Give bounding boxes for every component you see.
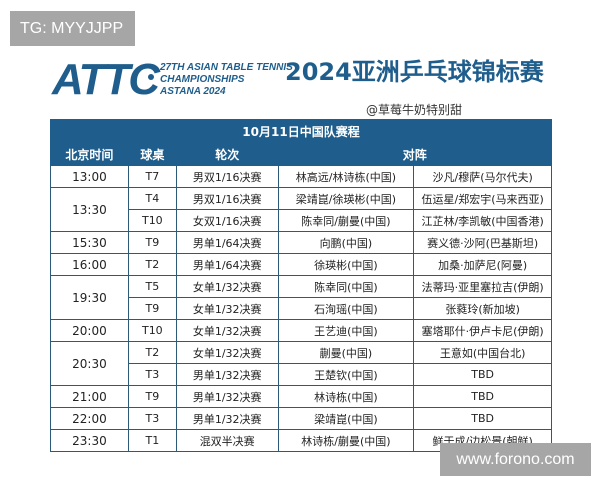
china-player-cell: 石洵瑶(中国) [277, 297, 415, 320]
subtitle-line: ASTANA 2024 [160, 86, 226, 97]
credit: @草莓牛奶特别甜 [366, 103, 463, 117]
china-player-cell: 林诗栋(中国) [277, 385, 415, 408]
table-row: 16:00 T2 男单1/64决赛 徐瑛彬(中国) 加桑·加萨尼(阿曼) [50, 253, 552, 276]
table-row: 21:00 T9 男单1/32决赛 林诗栋(中国) TBD [50, 385, 552, 408]
column-header: 对阵 [277, 142, 553, 166]
round-cell: 混双半决赛 [175, 429, 279, 452]
time-cell: 22:00 [50, 407, 129, 430]
opponent-cell: TBD [413, 385, 552, 408]
china-player-cell: 梁靖崑(中国) [277, 407, 415, 430]
china-player-cell: 林高远/林诗栋(中国) [277, 165, 415, 188]
opponent-cell: 赛义德·沙阿(巴基斯坦) [413, 231, 552, 254]
time-cell: 20:00 [50, 319, 129, 342]
china-player-cell: 王艺迪(中国) [277, 319, 415, 342]
time-cell: 19:30 [50, 275, 129, 320]
round-cell: 女单1/32决赛 [175, 275, 279, 298]
round-cell: 女单1/32决赛 [175, 319, 279, 342]
time-cell: 13:30 [50, 187, 129, 232]
table-cell: T1 [127, 429, 177, 452]
china-player-cell: 徐瑛彬(中国) [277, 253, 415, 276]
table-row: 15:30 T9 男单1/64决赛 向鹏(中国) 赛义德·沙阿(巴基斯坦) [50, 231, 552, 254]
table-cell: T7 [127, 165, 177, 188]
round-cell: 男双1/16决赛 [175, 165, 279, 188]
table-row: 13:00 T7 男双1/16决赛 林高远/林诗栋(中国) 沙凡/穆萨(马尔代夫) [50, 165, 552, 188]
opponent-cell: 张蕤玲(新加坡) [413, 297, 552, 320]
round-cell: 男单1/64决赛 [175, 253, 279, 276]
column-header: 球桌 [127, 142, 177, 166]
table-caption: 10月11日中国队赛程 [50, 119, 552, 143]
table-cell: T2 [127, 253, 177, 276]
time-cell: 20:30 [50, 341, 129, 386]
schedule-table: 10月11日中国队赛程 北京时间 球桌 轮次 对阵 13:00 T7 男双1/16决… [50, 119, 553, 452]
watermark-top-left: TG: MYYJJPP [10, 11, 135, 46]
china-player-cell: 林诗栋/蒯曼(中国) [277, 429, 415, 452]
round-cell: 女单1/32决赛 [175, 341, 279, 364]
table-cell: T10 [127, 319, 177, 342]
watermark-bottom-right: www.forono.com [440, 443, 591, 476]
table-cell: T4 [127, 187, 177, 210]
china-player-cell: 陈幸同/蒯曼(中国) [277, 209, 415, 232]
china-player-cell: 蒯曼(中国) [277, 341, 415, 364]
table-cell: T2 [127, 341, 177, 364]
table-cell: T3 [127, 363, 177, 386]
china-player-cell: 王楚钦(中国) [277, 363, 415, 386]
table-cell: T10 [127, 209, 177, 232]
table-row: 22:00 T3 男单1/32决赛 梁靖崑(中国) TBD [50, 407, 552, 430]
table-row: T3 男单1/32决赛 王楚钦(中国) TBD [51, 363, 552, 386]
opponent-cell: TBD [413, 363, 552, 386]
table-row: 20:30 T2 女单1/32决赛 蒯曼(中国) 王意如(中国台北) [50, 341, 552, 386]
logo-subtitle: 27TH ASIAN TABLE TENNIS CHAMPIONSHIPS AS… [160, 62, 293, 98]
opponent-cell: 王意如(中国台北) [413, 341, 552, 364]
table-row: 13:30 T4 男双1/16决赛 梁靖崑/徐瑛彬(中国) 伍运星/郑宏宇(马来西亚) [50, 187, 552, 232]
table-cell: T9 [127, 385, 177, 408]
round-cell: 女双1/16决赛 [175, 209, 279, 232]
table-row: 19:30 T5 女单1/32决赛 陈幸同(中国) 法蒂玛·亚里塞拉吉(伊朗) [50, 275, 552, 320]
opponent-cell: TBD [413, 407, 552, 430]
round-cell: 男单1/64决赛 [175, 231, 279, 254]
opponent-cell: 法蒂玛·亚里塞拉吉(伊朗) [413, 275, 552, 298]
table-cell: T5 [127, 275, 177, 298]
round-cell: 男双1/16决赛 [175, 187, 279, 210]
round-cell: 男单1/32决赛 [175, 407, 279, 430]
round-cell: 女单1/32决赛 [175, 297, 279, 320]
time-cell: 21:00 [50, 385, 129, 408]
column-header: 轮次 [175, 142, 279, 166]
time-cell: 15:30 [50, 231, 129, 254]
time-cell: 23:30 [50, 429, 129, 452]
table-cell: T3 [127, 407, 177, 430]
column-header: 北京时间 [50, 142, 129, 166]
opponent-cell: 加桑·加萨尼(阿曼) [413, 253, 552, 276]
table-cell: T9 [127, 231, 177, 254]
round-cell: 男单1/32决赛 [175, 363, 279, 386]
opponent-cell: 江芷林/李凯敏(中国香港) [413, 209, 552, 232]
logo-dot [148, 74, 154, 80]
page-title: 2024亚洲乒乓球锦标赛 [285, 58, 544, 86]
round-cell: 男单1/32决赛 [175, 385, 279, 408]
table-row: 20:00 T10 女单1/32决赛 王艺迪(中国) 塞塔耶什·伊卢卡尼(伊朗) [50, 319, 552, 342]
china-player-cell: 向鹏(中国) [277, 231, 415, 254]
time-cell: 13:00 [50, 165, 129, 188]
china-player-cell: 梁靖崑/徐瑛彬(中国) [277, 187, 415, 210]
table-cell: T9 [127, 297, 177, 320]
subtitle-line: CHAMPIONSHIPS [160, 74, 245, 85]
attc-logo: ATTC [52, 55, 160, 104]
time-cell: 16:00 [50, 253, 129, 276]
opponent-cell: 沙凡/穆萨(马尔代夫) [413, 165, 552, 188]
opponent-cell: 塞塔耶什·伊卢卡尼(伊朗) [413, 319, 552, 342]
china-player-cell: 陈幸同(中国) [277, 275, 415, 298]
subtitle-line: 27TH ASIAN TABLE TENNIS [160, 62, 293, 73]
opponent-cell: 伍运星/郑宏宇(马来西亚) [413, 187, 552, 210]
